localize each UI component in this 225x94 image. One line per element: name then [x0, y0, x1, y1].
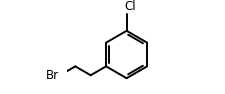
- Text: Cl: Cl: [124, 0, 136, 13]
- Text: Br: Br: [46, 69, 59, 82]
